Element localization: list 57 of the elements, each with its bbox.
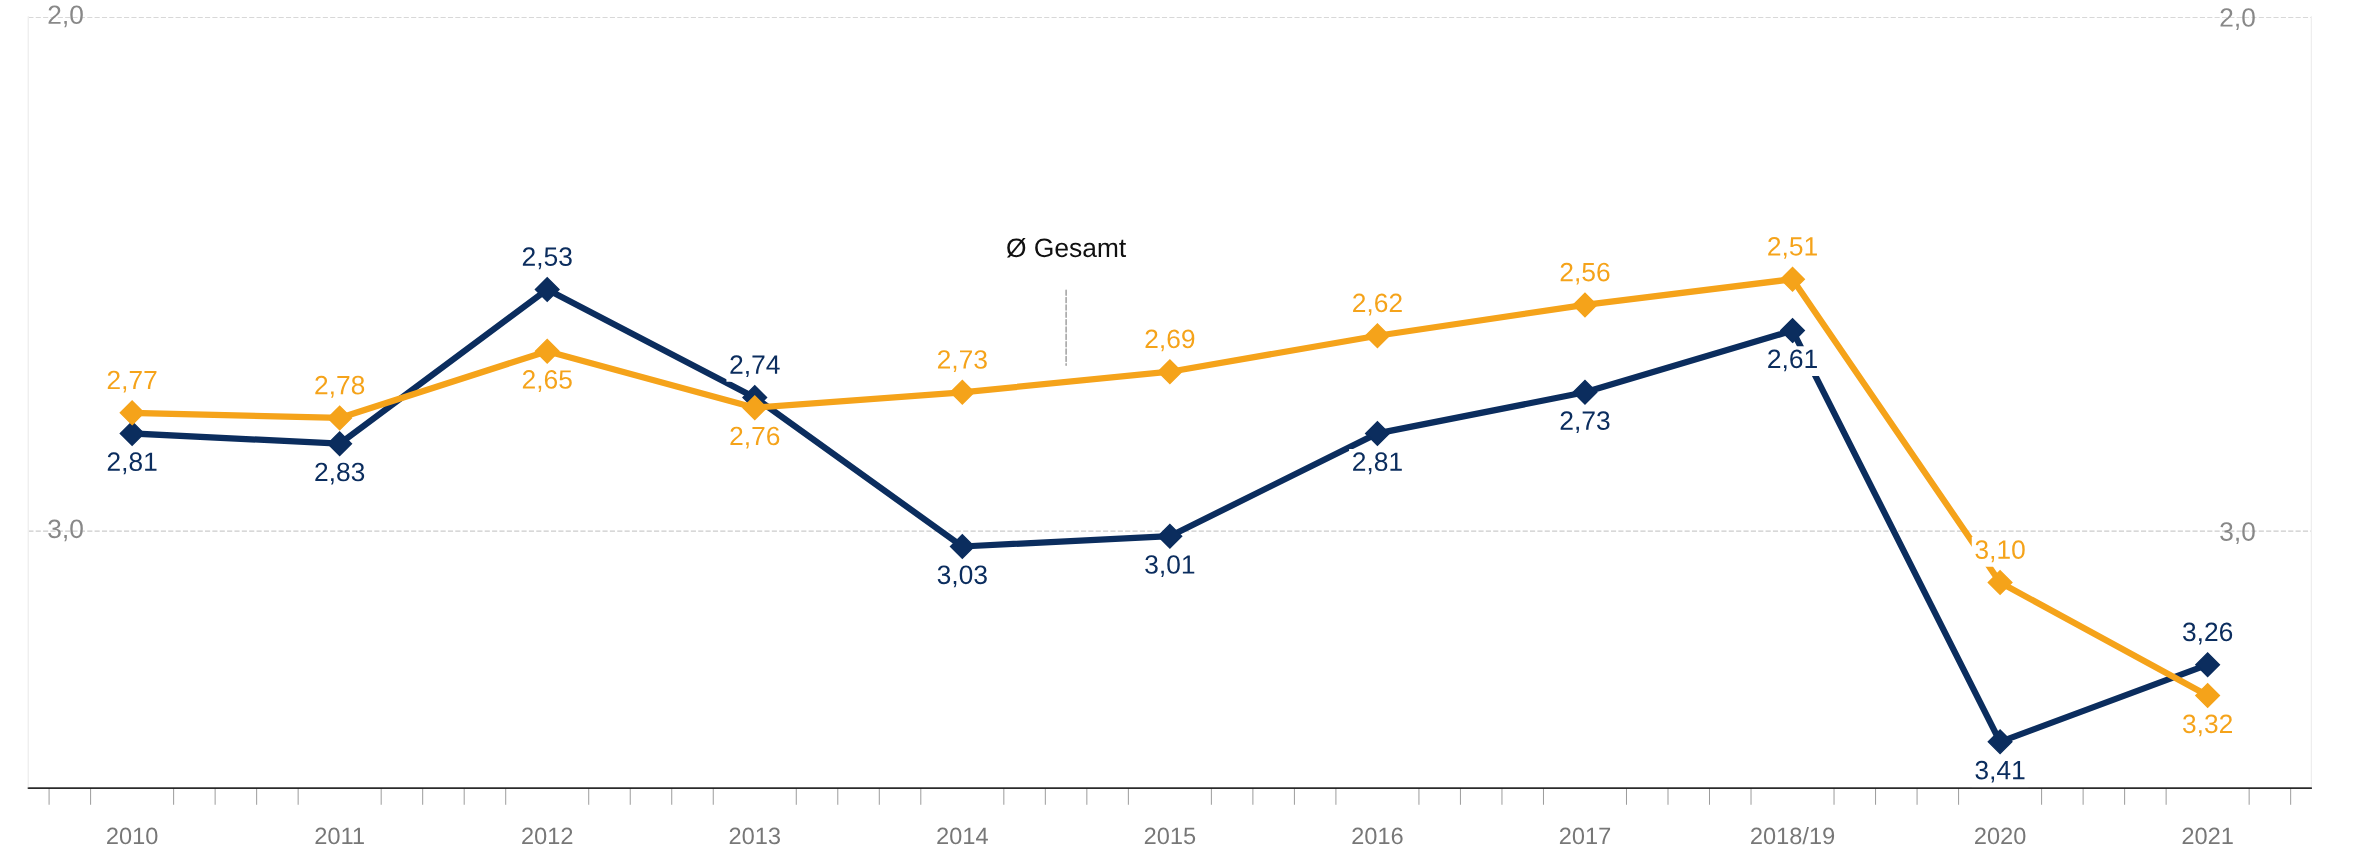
point xyxy=(1157,359,1183,385)
data-label: 3,26 xyxy=(2182,622,2233,645)
data-label: 3,03 xyxy=(937,565,987,588)
point xyxy=(2195,683,2221,709)
x-tick-label: 2016 xyxy=(1352,827,1403,845)
data-label: 3,10 xyxy=(1975,540,2025,563)
data-label: 3,01 xyxy=(1145,555,1195,577)
point xyxy=(1364,420,1390,446)
data-label: 2,83 xyxy=(315,462,365,485)
point xyxy=(1572,292,1598,318)
point xyxy=(1157,523,1183,549)
data-label: 2,77 xyxy=(107,370,157,393)
x-tick-label: 2018/19 xyxy=(1751,826,1835,845)
data-label: 2,51 xyxy=(1768,237,1817,259)
x-tick-label: 2015 xyxy=(1144,827,1196,845)
data-label: 3,32 xyxy=(2182,714,2232,737)
point xyxy=(534,338,560,364)
x-tick-label: 2014 xyxy=(937,827,988,845)
x-tick-label: 2011 xyxy=(315,827,364,845)
point xyxy=(1572,379,1598,405)
point xyxy=(534,277,560,302)
data-label: 2,78 xyxy=(315,375,365,398)
y2-tick-label: 2,0 xyxy=(2220,8,2255,30)
point xyxy=(327,431,353,457)
data-label: 2,69 xyxy=(1145,329,1195,352)
point xyxy=(119,400,145,426)
x-tick-label: 2013 xyxy=(729,827,780,845)
point xyxy=(119,420,145,446)
data-label: 2,62 xyxy=(1353,293,1402,316)
data-label: 2,65 xyxy=(522,370,572,392)
x-tick-label: 2012 xyxy=(522,827,573,845)
x-tick-label: 2020 xyxy=(1975,827,2026,845)
point xyxy=(949,379,975,405)
point xyxy=(742,395,768,421)
data-label: 2,56 xyxy=(1560,262,1610,285)
point xyxy=(1987,570,2013,595)
data-label: 2,74 xyxy=(730,355,780,378)
data-label: 2,61 xyxy=(1768,349,1817,372)
point xyxy=(1780,318,1806,344)
data-label: 2,76 xyxy=(730,426,780,449)
point xyxy=(1987,729,2013,755)
data-label: 3,41 xyxy=(1975,760,2025,783)
y2-tick-label: 3,0 xyxy=(2220,522,2255,545)
data-label: 2,73 xyxy=(937,350,987,372)
text: Ø Gesamt xyxy=(1006,238,1127,258)
data-label: 2,73 xyxy=(1560,411,1610,434)
x-tick-label: 2010 xyxy=(107,827,158,845)
x-tick-label: 2017 xyxy=(1559,827,1611,845)
point xyxy=(327,405,353,431)
point xyxy=(949,534,975,559)
point xyxy=(1364,323,1390,349)
data-label: 2,53 xyxy=(522,247,572,270)
point xyxy=(2195,652,2221,678)
data-label: 2,81 xyxy=(1353,452,1402,475)
point xyxy=(1780,266,1806,292)
data-label: 2,81 xyxy=(107,452,157,475)
x-tick-label: 2021 xyxy=(2182,827,2233,845)
